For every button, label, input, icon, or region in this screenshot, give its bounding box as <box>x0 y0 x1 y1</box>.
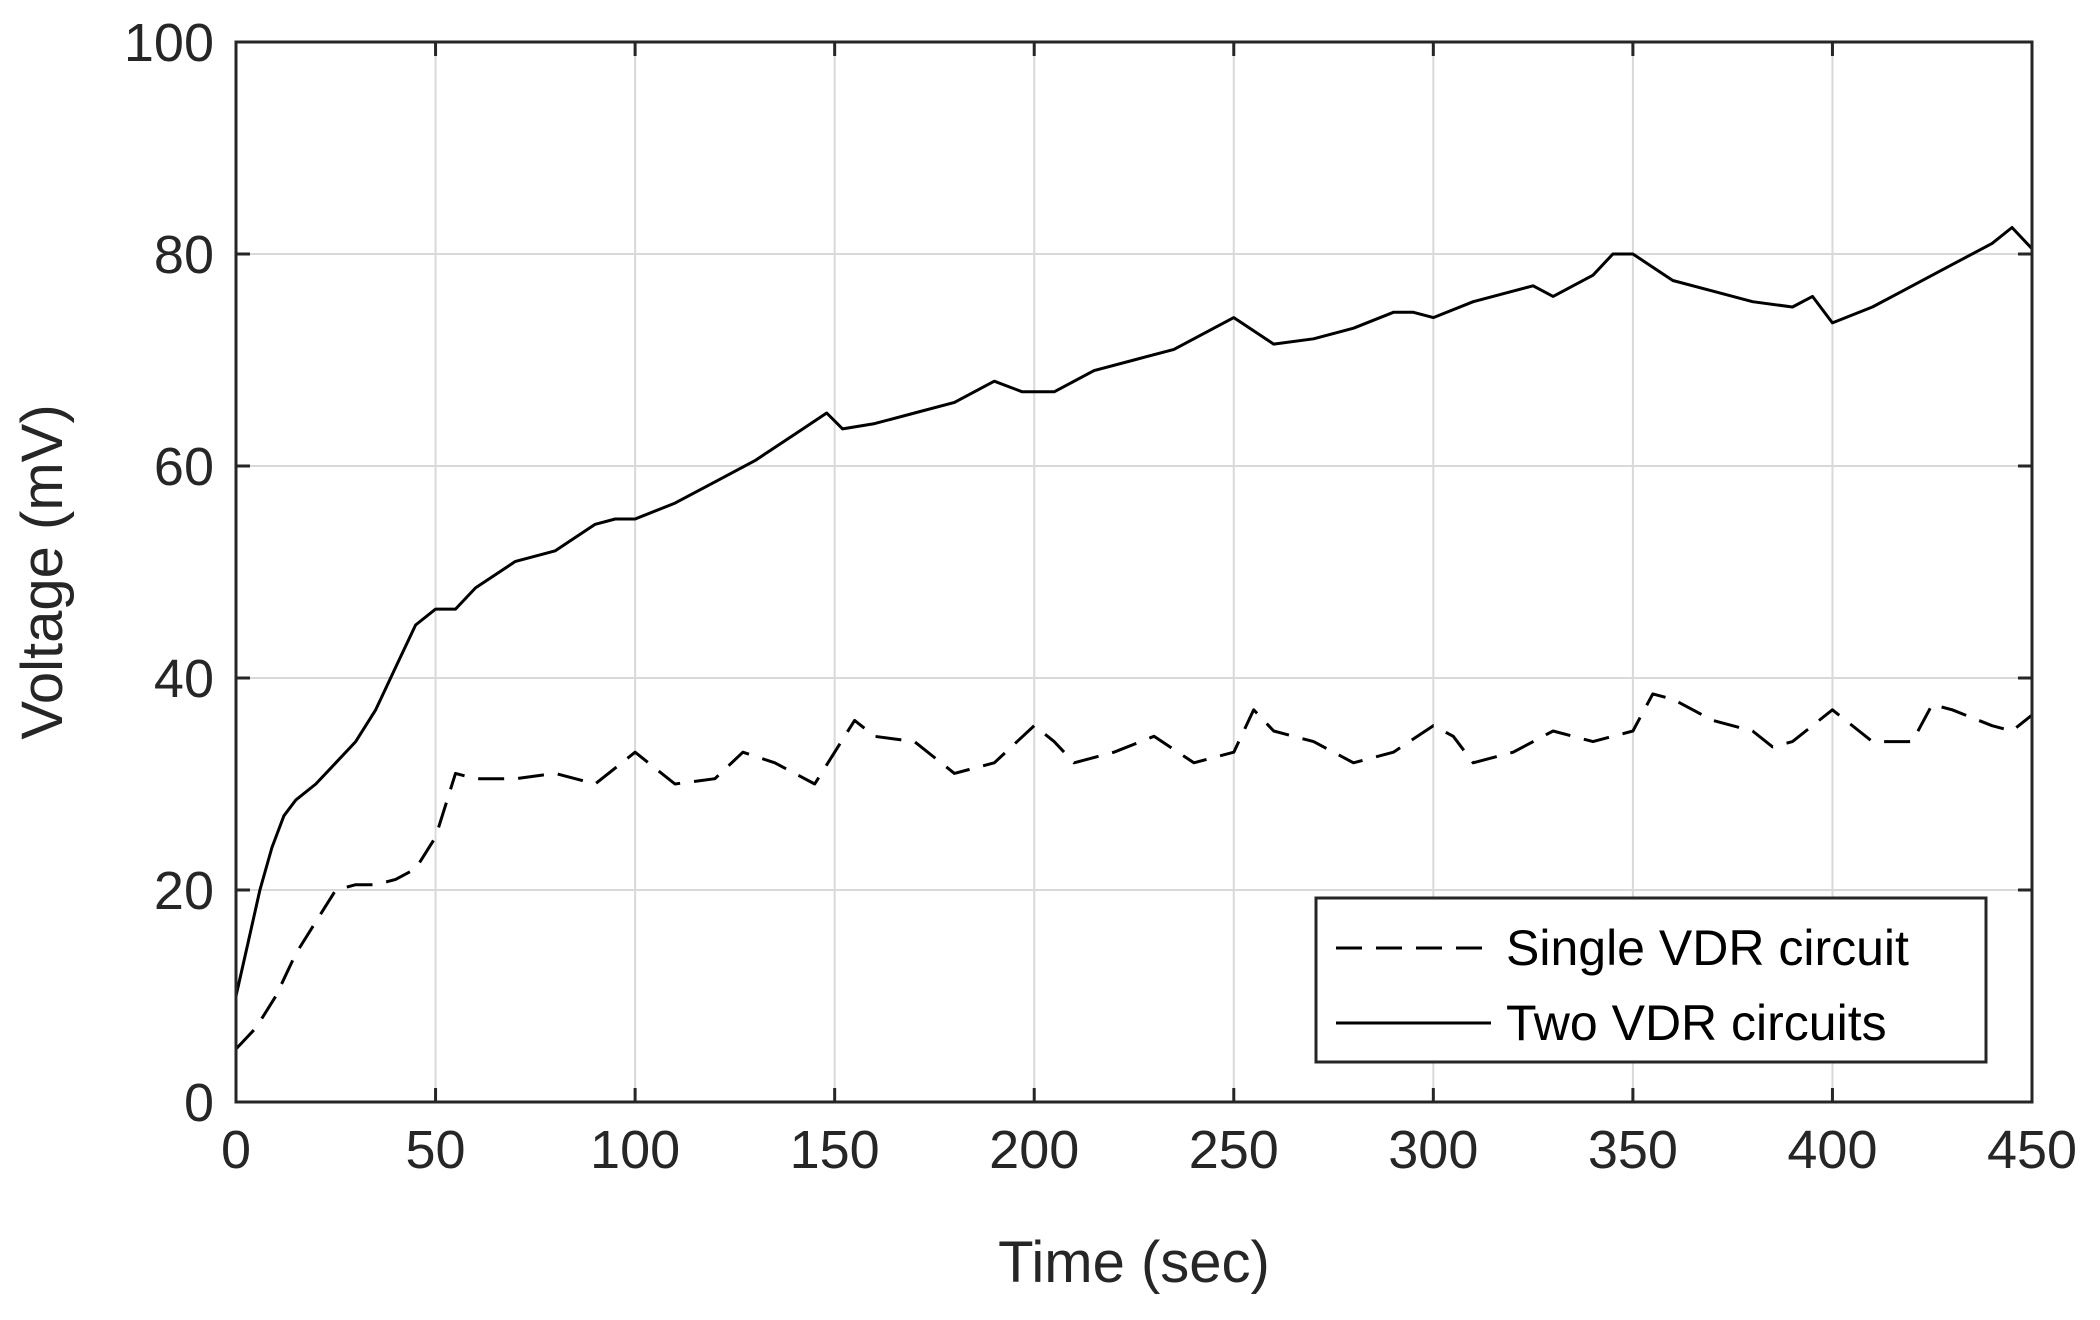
y-tick-label: 60 <box>154 437 214 497</box>
series-line-single-vdr <box>234 692 2033 1051</box>
y-tick-label: 40 <box>154 649 214 709</box>
y-axis-label: Voltage (mV) <box>10 404 75 739</box>
x-axis-label: Time (sec) <box>998 1230 1270 1295</box>
x-tick-label: 450 <box>1987 1120 2077 1180</box>
legend-label-single-vdr: Single VDR circuit <box>1506 920 1909 976</box>
legend: Single VDR circuit Two VDR circuits <box>1314 896 1988 1064</box>
x-tick-label: 150 <box>790 1120 880 1180</box>
legend-box <box>1314 896 1988 1064</box>
legend-label-two-vdr: Two VDR circuits <box>1506 995 1887 1051</box>
x-tick-label: 350 <box>1588 1120 1678 1180</box>
series-line-two-vdr <box>234 226 2034 997</box>
axis-ticks <box>234 40 2034 1104</box>
plot-area-frame <box>234 40 2034 1104</box>
y-tick-label: 100 <box>124 13 214 73</box>
x-tick-label: 0 <box>221 1120 251 1180</box>
x-tick-label: 100 <box>590 1120 680 1180</box>
x-tick-label: 200 <box>989 1120 1079 1180</box>
y-tick-label: 0 <box>184 1073 214 1133</box>
series-layer <box>234 226 2034 1051</box>
tick-labels: 0 50 100 150 200 250 300 350 400 450 0 20 40 60 80 100 <box>124 13 2077 1180</box>
x-tick-label: 50 <box>406 1120 466 1180</box>
y-tick-label: 20 <box>154 861 214 921</box>
y-tick-label: 80 <box>154 225 214 285</box>
x-tick-label: 250 <box>1189 1120 1279 1180</box>
x-tick-label: 400 <box>1787 1120 1877 1180</box>
x-tick-label: 300 <box>1388 1120 1478 1180</box>
